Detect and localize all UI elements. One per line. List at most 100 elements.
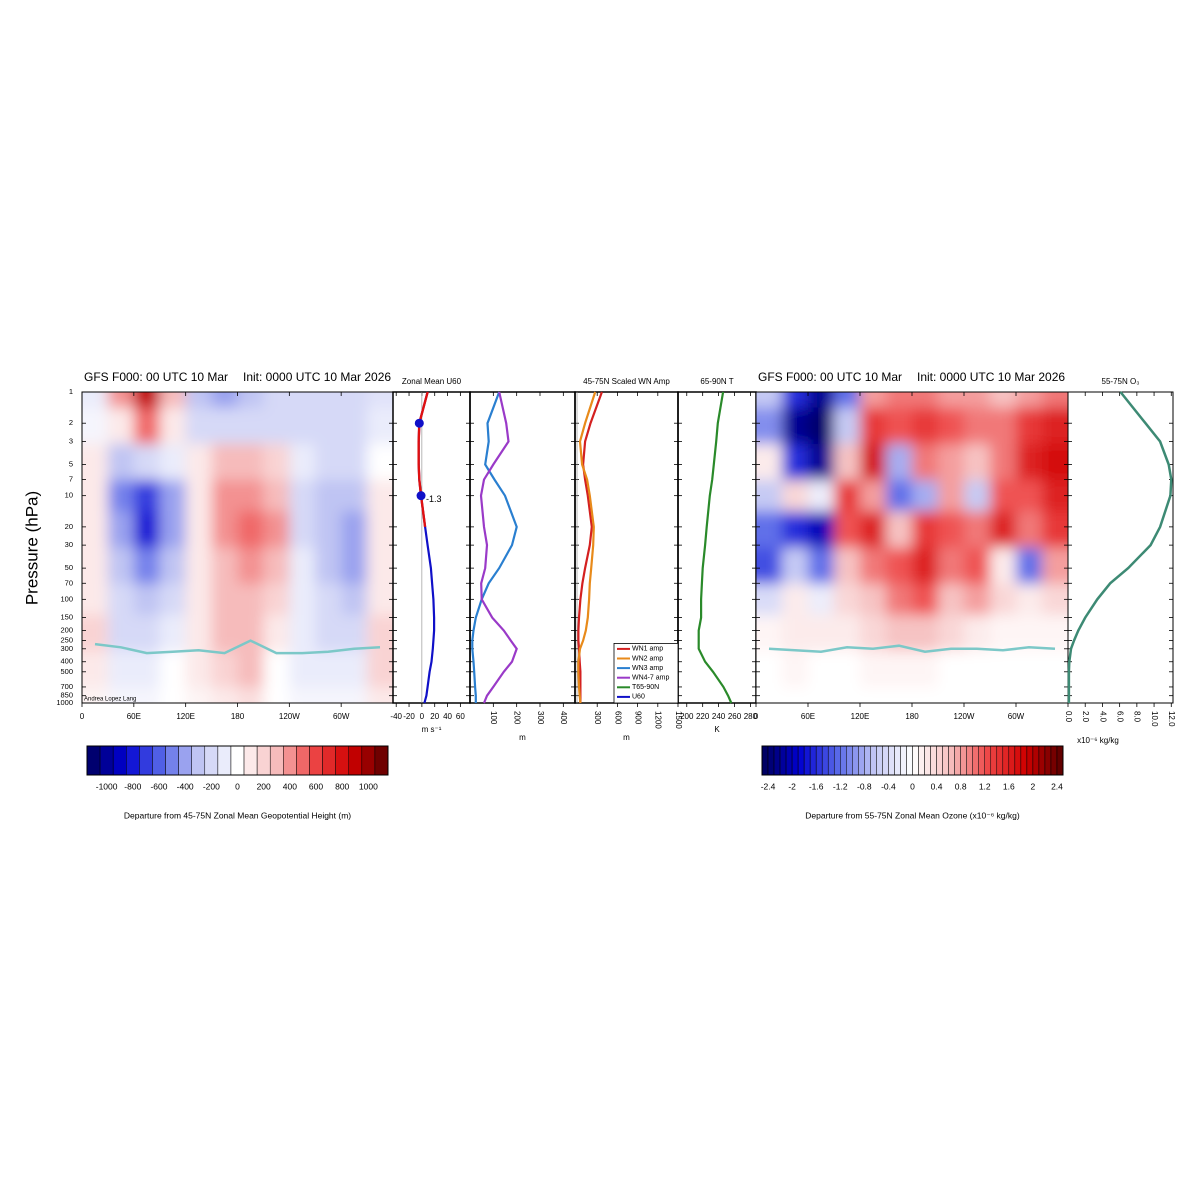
field-cell — [107, 547, 135, 585]
field-cell — [159, 614, 187, 652]
x-tick-label: 600 — [613, 711, 622, 725]
colorbar-box — [785, 745, 793, 776]
field-cell — [211, 687, 239, 703]
colorbar-box — [990, 745, 998, 776]
colorbar-box — [791, 745, 799, 776]
field-cells — [756, 392, 1068, 703]
field-cell — [1042, 443, 1068, 481]
field-cell — [964, 480, 991, 512]
field-cell — [263, 392, 290, 409]
field-cell — [185, 407, 213, 445]
field-cell — [756, 547, 783, 585]
colorbar-box — [269, 745, 284, 776]
field-cell — [964, 547, 991, 585]
field-cell — [211, 392, 239, 409]
field-cell — [990, 407, 1017, 445]
field-cell — [782, 651, 809, 688]
colorbar-box — [840, 745, 847, 776]
x-tick-label: 220 — [696, 712, 710, 721]
field-cell — [237, 547, 265, 585]
field-cell — [938, 687, 965, 703]
field-cell — [82, 480, 109, 512]
field-cell — [782, 614, 809, 652]
field-cell — [263, 583, 290, 616]
colorbar-box — [924, 745, 931, 776]
colorbar-tick-label: 2.4 — [1051, 781, 1063, 791]
field-cell — [912, 511, 939, 549]
colorbar-tick-label: 1.6 — [1003, 781, 1015, 791]
colorbar-box — [858, 745, 865, 776]
colorbar-box — [283, 745, 297, 776]
y-tick-label: 700 — [60, 682, 73, 691]
field-cell — [289, 480, 316, 512]
colorbar-box — [296, 745, 310, 776]
field-cell — [834, 687, 861, 703]
colorbar-box — [972, 745, 979, 776]
legend-label: T65-90N — [632, 684, 659, 691]
legend-box — [613, 643, 679, 704]
colorbar-box — [1026, 745, 1034, 776]
field-cell — [289, 392, 316, 409]
field-cell — [289, 583, 316, 616]
field-cell — [860, 443, 887, 481]
field-cell — [808, 480, 835, 512]
colorbar-box — [954, 745, 961, 776]
colorbar-box — [797, 745, 805, 776]
field-cell — [211, 547, 239, 585]
field-cell — [1042, 392, 1068, 409]
field-cell — [912, 480, 939, 512]
field-cell — [211, 583, 239, 616]
colorbar-box — [815, 745, 823, 776]
field-cell — [341, 687, 368, 703]
field-cell — [990, 511, 1017, 549]
field-cell — [1042, 651, 1068, 688]
field-cell — [185, 547, 213, 585]
colorbar-tick-label: -600 — [150, 781, 167, 791]
field-cell — [964, 583, 991, 616]
colorbar-box — [864, 745, 871, 776]
x-tick-label: 400 — [559, 711, 568, 725]
field-cell — [1016, 407, 1043, 445]
field-cell — [756, 407, 783, 445]
y-tick-label: 200 — [60, 626, 73, 635]
field-cell — [133, 407, 161, 445]
colorbar-box — [152, 745, 166, 776]
field-cell — [185, 392, 213, 409]
field-cell — [341, 407, 368, 445]
field-cell — [834, 480, 861, 512]
field-cell — [1042, 614, 1068, 652]
x-tick-label: 1200 — [654, 711, 663, 729]
chart-subtitle: Init: 0000 UTC 10 Mar 2026 — [917, 370, 1065, 384]
x-tick-label: 120W — [279, 712, 300, 721]
x-tick-label: 2.0 — [1081, 711, 1090, 723]
colorbar-tick-label: -200 — [203, 781, 220, 791]
y-axis-label: Pressure (hPa) — [22, 491, 41, 605]
field-cell — [938, 511, 965, 549]
field-cell — [263, 480, 290, 512]
x-tick-label: 0 — [420, 712, 425, 721]
field-cell — [990, 651, 1017, 688]
field-cell — [341, 614, 368, 652]
field-cell — [808, 392, 835, 409]
field-cell — [1016, 547, 1043, 585]
field-cell — [237, 511, 265, 549]
field-cell — [263, 547, 290, 585]
colorbar-box — [821, 745, 829, 776]
field-cell — [782, 687, 809, 703]
x-tick-label: 60W — [333, 712, 350, 721]
colorbar-box — [348, 745, 363, 776]
colorbar-box — [761, 745, 769, 776]
colorbar-box — [996, 745, 1004, 776]
field-cell — [185, 614, 213, 652]
colorbar-box — [1056, 745, 1064, 776]
panel-title: 65-90N T — [700, 377, 733, 386]
colorbar-box — [1038, 745, 1046, 776]
field-cell — [912, 583, 939, 616]
y-tick-label: 50 — [65, 563, 73, 572]
field-cell — [990, 547, 1017, 585]
field-cell — [912, 443, 939, 481]
field-cell — [107, 583, 135, 616]
legend-label: WN4-7 amp — [632, 675, 669, 682]
colorbar-box — [217, 745, 232, 776]
x-axis-label: m — [623, 733, 630, 742]
